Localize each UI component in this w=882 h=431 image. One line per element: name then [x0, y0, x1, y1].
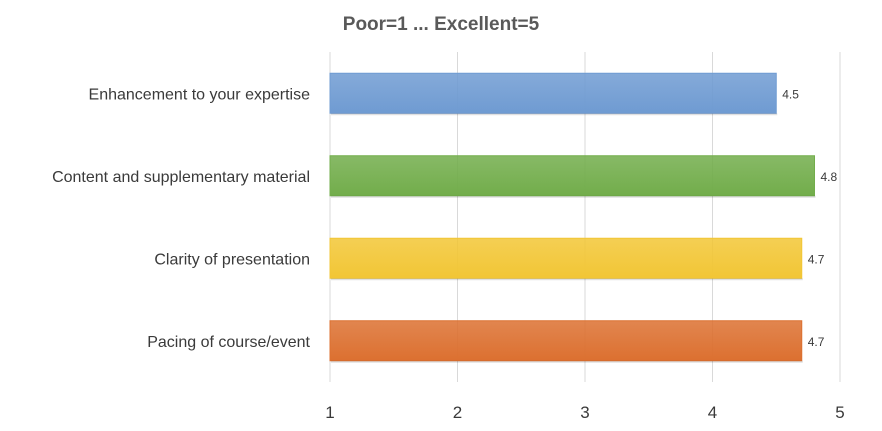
x-tick-label: 3 — [580, 403, 589, 422]
bar-shadow — [331, 360, 803, 363]
bar — [329, 155, 815, 197]
data-label: 4.8 — [821, 170, 838, 184]
category-label: Pacing of course/event — [147, 334, 310, 351]
category-label: Enhancement to your expertise — [89, 86, 311, 103]
data-label: 4.7 — [808, 252, 825, 266]
x-tick-label: 4 — [708, 403, 717, 422]
category-label: Clarity of presentation — [154, 251, 310, 268]
bar-shadow — [331, 278, 803, 281]
category-label: Content and supplementary material — [52, 169, 310, 186]
x-axis-tick-labels: 1 2 3 4 5 — [325, 403, 844, 422]
x-tick-label: 1 — [325, 403, 334, 422]
category-labels: Enhancement to your expertise Content and… — [52, 86, 310, 351]
bars — [329, 72, 816, 363]
bar-shadow — [331, 113, 778, 116]
data-labels: 4.5 4.8 4.7 4.7 — [782, 87, 837, 349]
x-tick-label: 2 — [453, 403, 462, 422]
data-label: 4.7 — [808, 335, 825, 349]
bar — [329, 72, 777, 114]
x-tick-label: 5 — [835, 403, 844, 422]
data-label: 4.5 — [782, 87, 799, 101]
bar — [329, 237, 803, 279]
bar-shadow — [331, 195, 816, 198]
chart-title: Poor=1 ... Excellent=5 — [343, 14, 540, 35]
bar — [329, 320, 803, 362]
